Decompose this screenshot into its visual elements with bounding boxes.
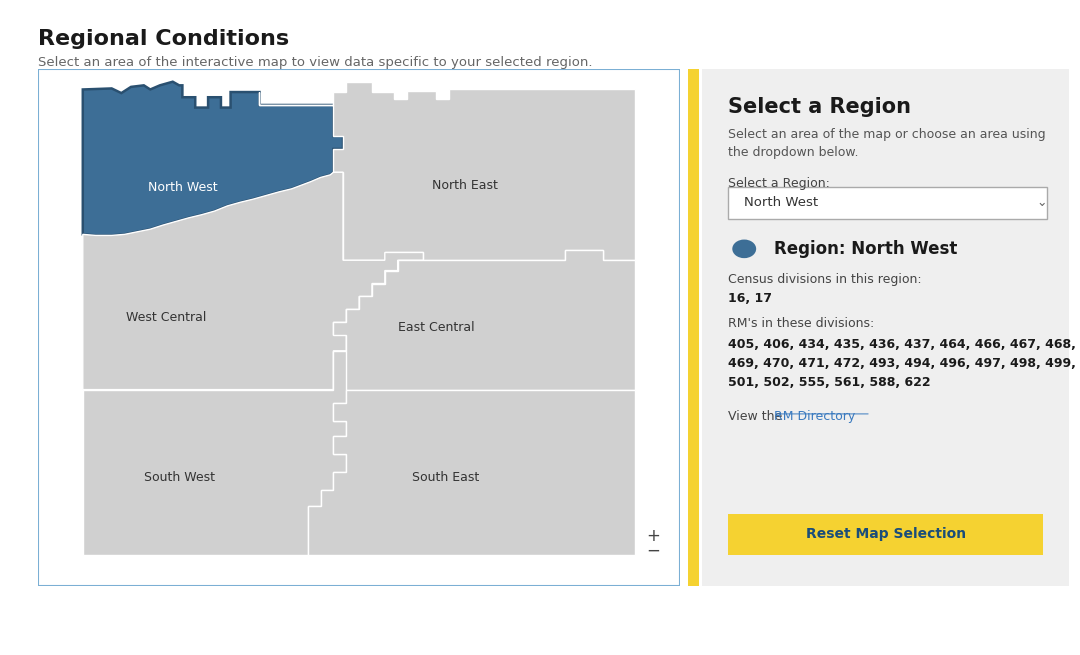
Text: Reset Map Selection: Reset Map Selection <box>806 527 966 542</box>
Text: Region: North West: Region: North West <box>773 240 957 258</box>
Text: Select a Region:: Select a Region: <box>728 178 829 191</box>
FancyBboxPatch shape <box>702 69 1069 586</box>
FancyBboxPatch shape <box>688 69 699 586</box>
Text: −: − <box>647 542 660 560</box>
Ellipse shape <box>732 240 756 258</box>
Text: View the: View the <box>728 410 786 423</box>
Polygon shape <box>83 82 343 235</box>
FancyBboxPatch shape <box>728 187 1048 219</box>
Text: Regional Conditions: Regional Conditions <box>38 29 289 50</box>
Text: North West: North West <box>744 196 819 210</box>
Text: Select an area of the map or choose an area using
the dropdown below.: Select an area of the map or choose an a… <box>728 128 1045 159</box>
Text: ⌄: ⌄ <box>1036 196 1047 210</box>
FancyBboxPatch shape <box>38 69 680 586</box>
Text: West Central: West Central <box>126 310 206 324</box>
Polygon shape <box>259 82 635 260</box>
Text: Select a Region: Select a Region <box>728 97 910 117</box>
Text: +: + <box>647 527 660 544</box>
Text: South West: South West <box>144 471 215 484</box>
Text: North West: North West <box>148 181 217 195</box>
Text: South East: South East <box>413 471 480 484</box>
Text: 405, 406, 434, 435, 436, 437, 464, 466, 467, 468,
469, 470, 471, 472, 493, 494, : 405, 406, 434, 435, 436, 437, 464, 466, … <box>728 338 1076 389</box>
Polygon shape <box>83 351 347 555</box>
Text: RM Directory: RM Directory <box>773 410 855 423</box>
Polygon shape <box>334 250 635 390</box>
Text: North East: North East <box>432 179 498 192</box>
FancyBboxPatch shape <box>728 514 1043 555</box>
Text: 16, 17: 16, 17 <box>728 292 772 305</box>
Polygon shape <box>308 390 635 555</box>
Text: Select an area of the interactive map to view data specific to your selected reg: Select an area of the interactive map to… <box>38 56 592 69</box>
Polygon shape <box>83 172 423 390</box>
Text: Census divisions in this region:: Census divisions in this region: <box>728 273 921 286</box>
Text: RM's in these divisions:: RM's in these divisions: <box>728 317 874 330</box>
Text: East Central: East Central <box>397 321 474 334</box>
